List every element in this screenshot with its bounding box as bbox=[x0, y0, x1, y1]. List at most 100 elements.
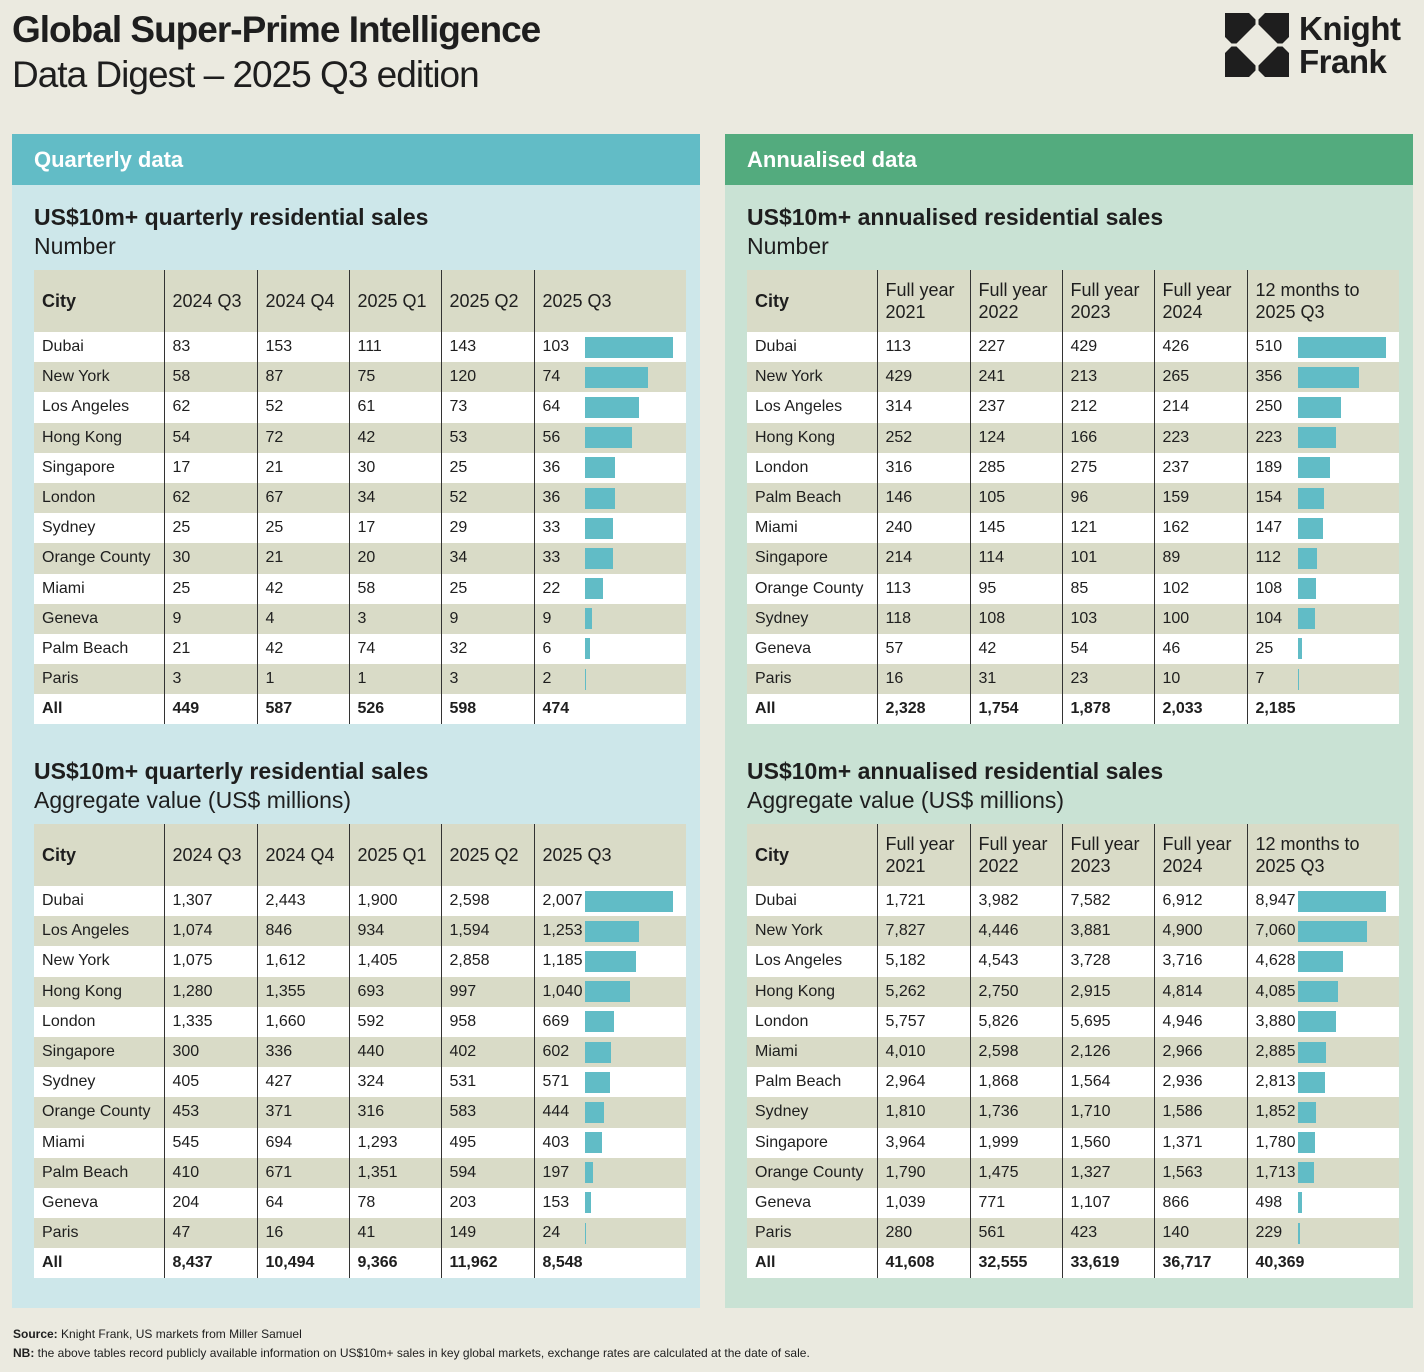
cell-city: New York bbox=[34, 362, 164, 393]
cell-value: 1,790 bbox=[876, 1157, 970, 1188]
cell-value: 1,335 bbox=[163, 1006, 257, 1037]
cell-value: 143 bbox=[440, 332, 534, 363]
table-row: Los Angeles 62 52 61 73 64 bbox=[34, 392, 686, 423]
cell-value: 405 bbox=[163, 1067, 257, 1098]
value-bar bbox=[1297, 1071, 1326, 1093]
cell-city: Paris bbox=[34, 1218, 164, 1249]
annualised-panel: Annualised data US$10m+ annualised resid… bbox=[725, 134, 1413, 1308]
value-bar bbox=[1297, 638, 1302, 660]
cell-latest-with-bar: 6 bbox=[533, 633, 686, 665]
table-row: Miami 545 694 1,293 495 403 bbox=[34, 1127, 686, 1158]
total-value: 10,494 bbox=[256, 1248, 349, 1279]
logo-line-1: Knight bbox=[1299, 10, 1401, 47]
cell-latest-with-bar: 1,253 bbox=[533, 916, 686, 947]
cell-city: Miami bbox=[747, 1036, 877, 1068]
cell-value: 204 bbox=[163, 1187, 257, 1219]
knight-frank-logo: Knight Frank bbox=[1225, 10, 1401, 78]
cell-value: 4,543 bbox=[969, 946, 1062, 977]
cell-value: 21 bbox=[256, 452, 349, 483]
quarterly-number-section: US$10m+ quarterly residential sales Numb… bbox=[34, 202, 686, 725]
cell-city: Geneva bbox=[747, 633, 877, 665]
cell-value: 1,307 bbox=[163, 886, 257, 917]
cell-value: 21 bbox=[163, 633, 257, 665]
cell-value: 9 bbox=[163, 603, 257, 634]
cell-value: 866 bbox=[1153, 1187, 1247, 1219]
cell-city: Los Angeles bbox=[747, 392, 877, 423]
value-bar bbox=[584, 981, 631, 1003]
column-header: 2025 Q3 bbox=[533, 824, 686, 886]
cell-value: 101 bbox=[1061, 543, 1154, 574]
table-row: Dubai 1,721 3,982 7,582 6,912 8,947 bbox=[747, 886, 1399, 917]
cell-value: 25 bbox=[163, 573, 257, 604]
cell-city: Hong Kong bbox=[747, 976, 877, 1007]
cell-value: 140 bbox=[1153, 1218, 1247, 1249]
cell-latest-with-bar: 56 bbox=[533, 422, 686, 453]
table-row: Dubai 83 153 111 143 103 bbox=[34, 332, 686, 363]
cell-value: 124 bbox=[969, 422, 1062, 453]
value-bar bbox=[1297, 1041, 1326, 1063]
cell-city: Paris bbox=[34, 664, 164, 695]
cell-latest-with-bar: 1,852 bbox=[1246, 1097, 1399, 1128]
cell-value: 78 bbox=[348, 1187, 441, 1219]
annualised-value-section: US$10m+ annualised residential sales Agg… bbox=[747, 756, 1399, 1279]
cell-value: 56 bbox=[542, 428, 561, 446]
cell-value: 54 bbox=[163, 422, 257, 453]
cell-value: 498 bbox=[1255, 1193, 1283, 1211]
cell-latest-with-bar: 4,628 bbox=[1246, 946, 1399, 977]
cell-value: 57 bbox=[876, 633, 970, 665]
cell-city: Miami bbox=[34, 1127, 164, 1158]
cell-value: 1,612 bbox=[256, 946, 349, 977]
total-value: 474 bbox=[533, 694, 686, 725]
value-bar bbox=[1297, 366, 1359, 388]
cell-value: 36 bbox=[542, 458, 561, 476]
cell-value: 104 bbox=[1255, 609, 1283, 627]
table-row: Los Angeles 314 237 212 214 250 bbox=[747, 392, 1399, 423]
cell-city: Singapore bbox=[34, 452, 164, 483]
cell-latest-with-bar: 103 bbox=[533, 332, 686, 363]
table-row: Paris 16 31 23 10 7 bbox=[747, 664, 1399, 695]
total-label: All bbox=[747, 1248, 877, 1279]
cell-value: 324 bbox=[348, 1067, 441, 1098]
column-header-city: City bbox=[747, 270, 877, 332]
cell-city: Los Angeles bbox=[34, 392, 164, 423]
cell-value: 1,040 bbox=[542, 982, 583, 1000]
column-header-city: City bbox=[747, 824, 877, 886]
cell-value: 25 bbox=[256, 513, 349, 544]
cell-value: 53 bbox=[440, 422, 534, 453]
table-row: Sydney 1,810 1,736 1,710 1,586 1,852 bbox=[747, 1097, 1399, 1128]
column-header: Full year 2022 bbox=[969, 270, 1062, 332]
quarterly-value-table: City 2024 Q3 2024 Q4 2025 Q1 2025 Q2 2025 Q3 D… bbox=[34, 824, 686, 1279]
cell-latest-with-bar: 356 bbox=[1246, 362, 1399, 393]
cell-value: 153 bbox=[256, 332, 349, 363]
cell-city: Hong Kong bbox=[34, 976, 164, 1007]
cell-value: 20 bbox=[348, 543, 441, 574]
source-note: Source: Knight Frank, US markets from Mi… bbox=[13, 1325, 810, 1344]
value-bar bbox=[1297, 336, 1386, 358]
cell-value: 1,660 bbox=[256, 1006, 349, 1037]
value-bar bbox=[584, 366, 648, 388]
cell-value: 1,475 bbox=[969, 1157, 1062, 1188]
total-value: 1,754 bbox=[969, 694, 1062, 725]
column-header: 12 months to 2025 Q3 bbox=[1246, 270, 1399, 332]
table-row: Miami 25 42 58 25 22 bbox=[34, 573, 686, 604]
annualised-value-table: City Full year 2021 Full year 2022 Full year 2… bbox=[747, 824, 1399, 1279]
value-bar bbox=[584, 1162, 594, 1184]
cell-latest-with-bar: 36 bbox=[533, 452, 686, 483]
cell-value: 1,713 bbox=[1255, 1163, 1296, 1181]
value-bar bbox=[1297, 547, 1317, 569]
cell-value: 1,039 bbox=[876, 1187, 970, 1219]
cell-value: 89 bbox=[1153, 543, 1247, 574]
cell-city: Sydney bbox=[34, 1067, 164, 1098]
cell-city: Palm Beach bbox=[747, 482, 877, 514]
cell-value: 72 bbox=[256, 422, 349, 453]
cell-value: 2,936 bbox=[1153, 1067, 1247, 1098]
logo-wordmark: Knight Frank bbox=[1299, 10, 1401, 78]
cell-latest-with-bar: 36 bbox=[533, 482, 686, 514]
cell-value: 252 bbox=[876, 422, 970, 453]
cell-city: Hong Kong bbox=[34, 422, 164, 453]
cell-value: 1,594 bbox=[440, 916, 534, 947]
cell-value: 1,586 bbox=[1153, 1097, 1247, 1128]
table-header-row: City 2024 Q3 2024 Q4 2025 Q1 2025 Q2 2025 Q3 bbox=[34, 824, 686, 886]
total-value: 11,962 bbox=[440, 1248, 534, 1279]
cell-value: 214 bbox=[1153, 392, 1247, 423]
